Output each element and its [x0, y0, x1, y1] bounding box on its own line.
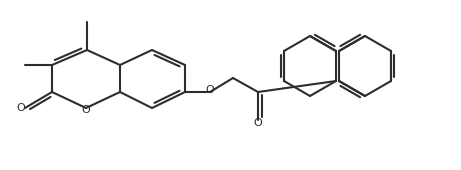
Text: O: O: [82, 105, 90, 115]
Text: O: O: [206, 85, 214, 95]
Text: O: O: [17, 103, 25, 113]
Text: O: O: [254, 118, 262, 128]
